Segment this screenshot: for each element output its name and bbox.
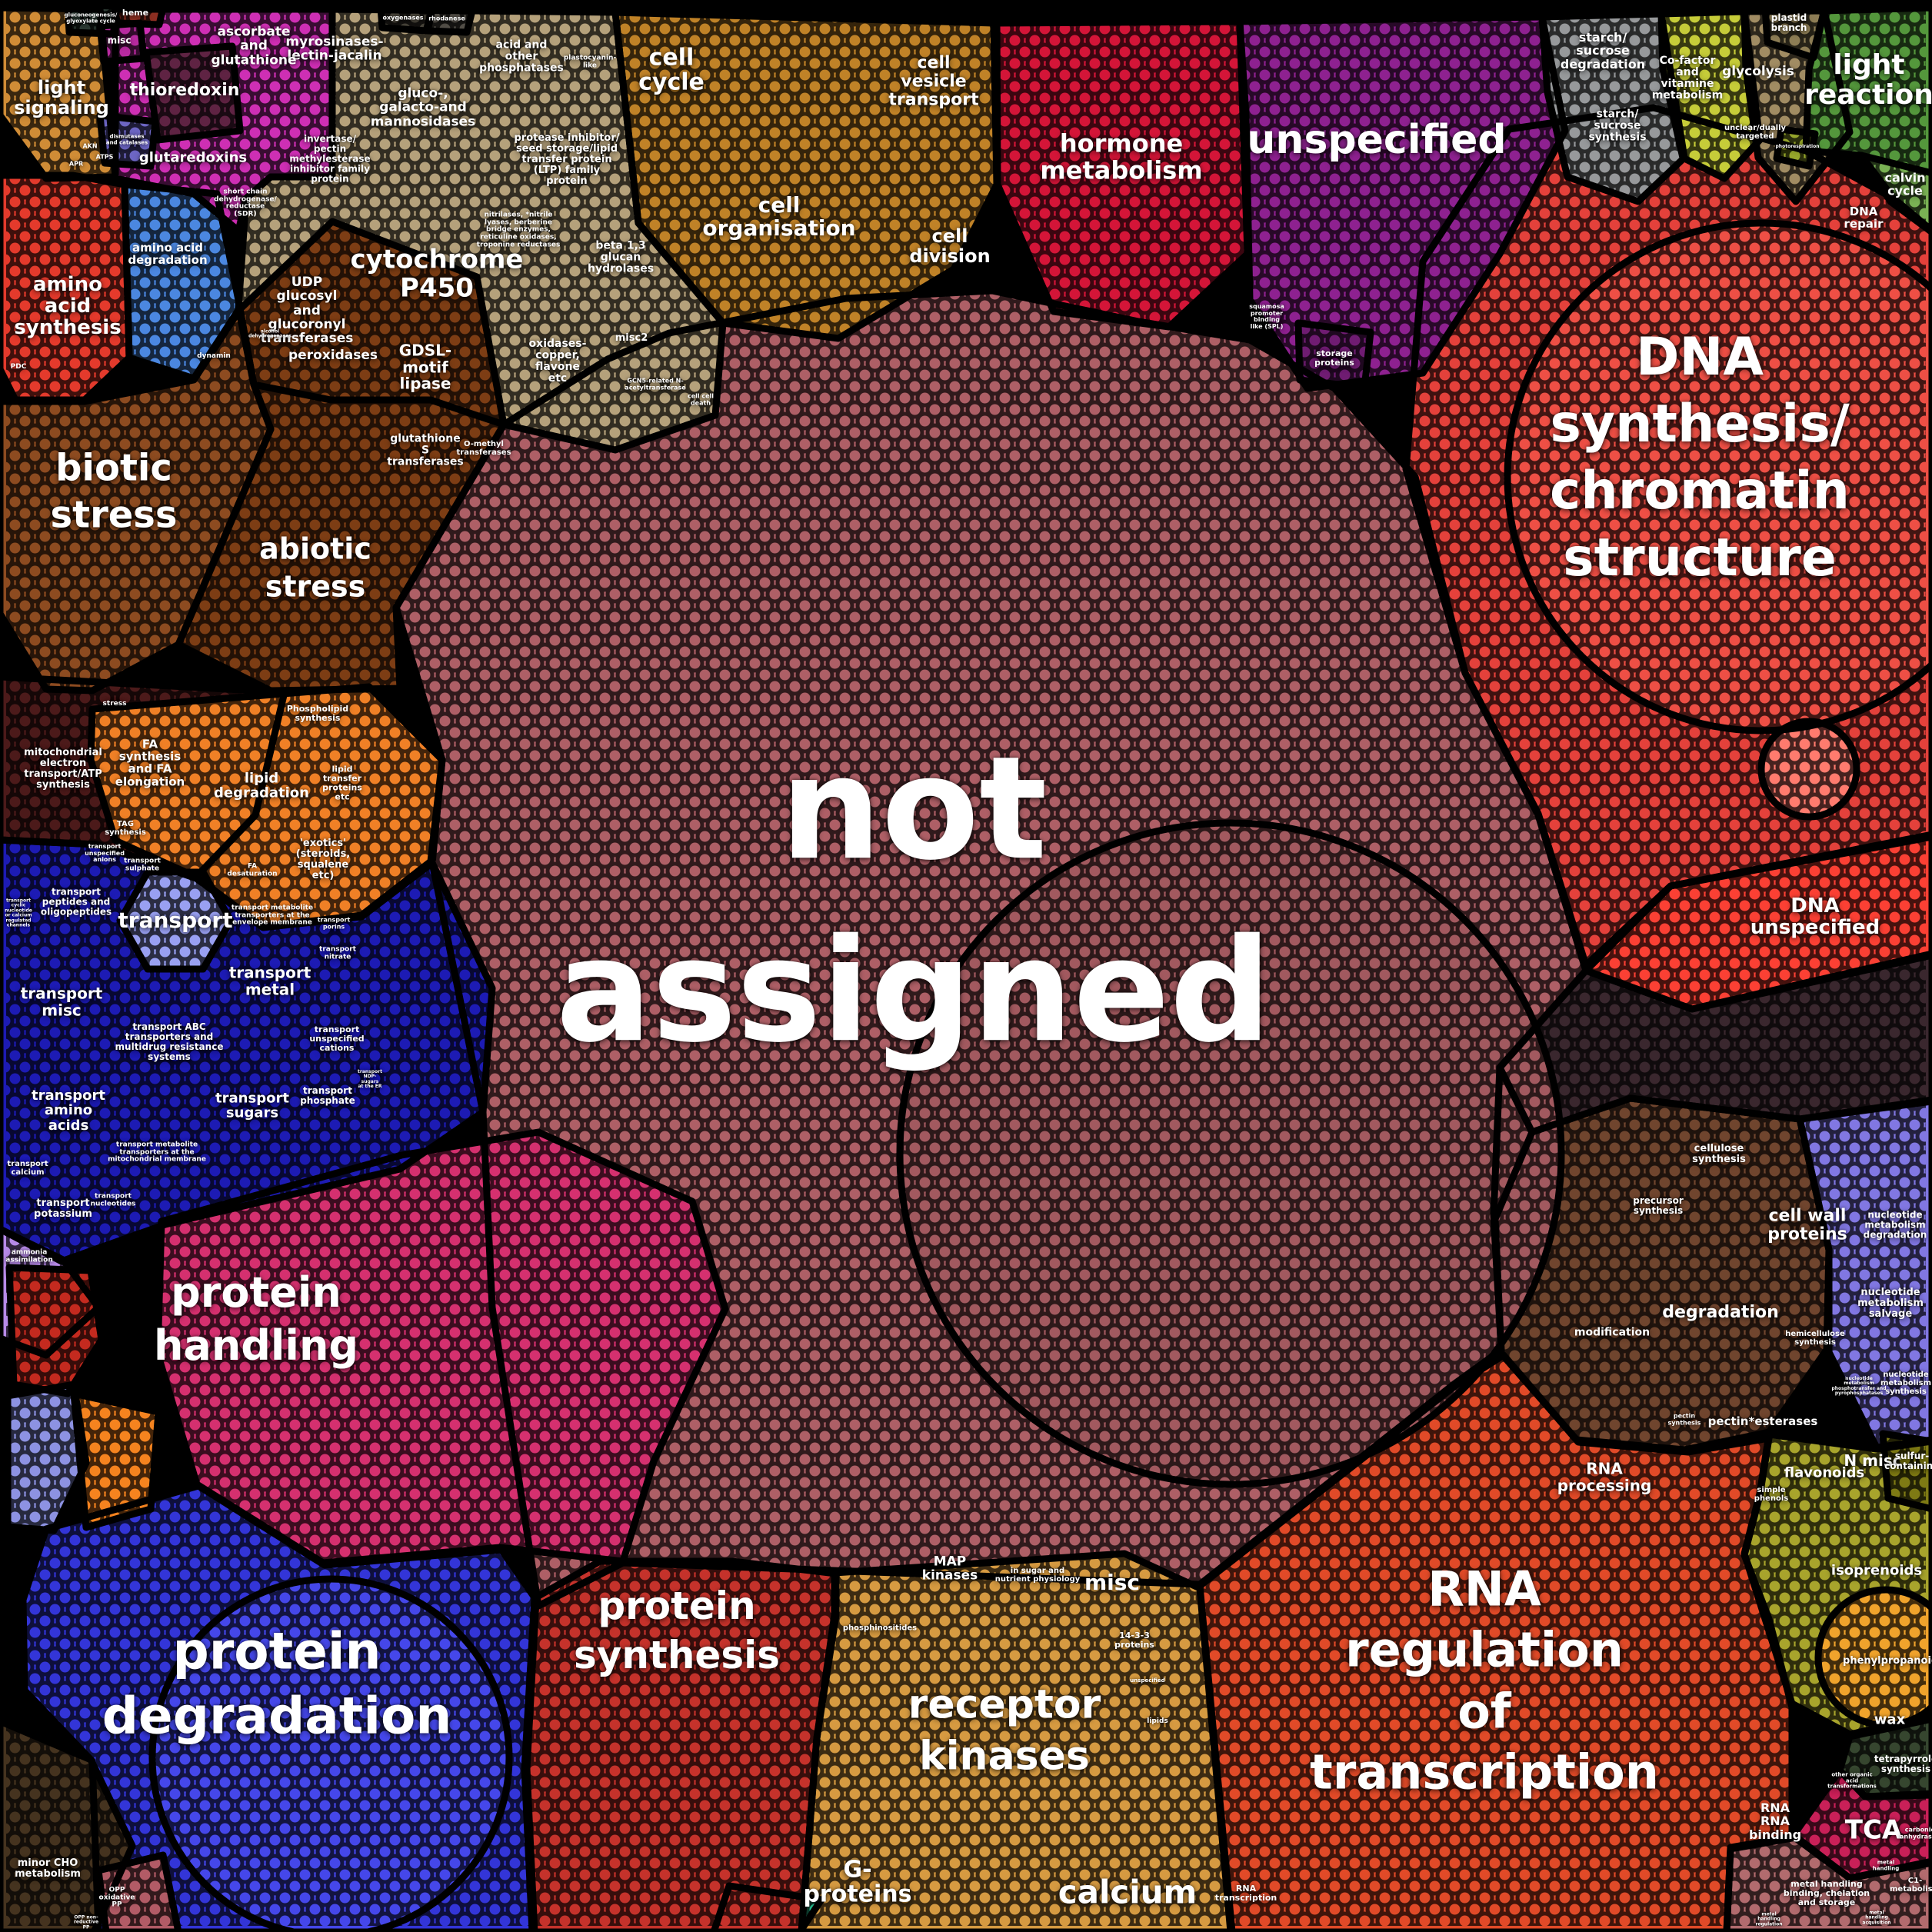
subregion-outline-not-assigned-subregion (896, 819, 1565, 1488)
region-outline-photorespiration (1773, 125, 1819, 170)
mosaic-texture-overlay (6, 6, 1926, 1926)
region-outline-protein-handling (154, 1128, 729, 1567)
subregion-outline-protein-degradation-blob (148, 1575, 513, 1932)
region-outline-rna-regulation (1196, 1351, 1796, 1932)
region-outline-calvin-cycle (1857, 152, 1932, 236)
region-outline-redox-magenta (112, 5, 336, 235)
region-outline-unspecified (1236, 13, 1569, 392)
region-outline-red-patch (5, 1264, 105, 1397)
region-outline-transport-core (116, 868, 235, 973)
region-outline-teal-patch (710, 1882, 825, 1932)
subregion-outline-dna-small (1757, 718, 1860, 821)
region-outline-gluconeogenesis (64, 1, 119, 38)
subregion-outline-phenylpropanoids-blob (1814, 1586, 1932, 1729)
region-outline-abiotic-stress (175, 218, 508, 695)
region-outline-light-signaling (0, 4, 119, 182)
region-outline-amino-acid-degradation (121, 181, 244, 382)
region-outline-dismutases (96, 112, 159, 170)
region-outline-lipid-metabolism (87, 683, 446, 931)
region-outline-minor-cho (0, 1717, 136, 1932)
subregion-outline-dna-inner (1504, 219, 1932, 734)
region-outline-periwinkle-patch (4, 1381, 90, 1534)
region-outline-orange-patch (70, 1390, 162, 1531)
region-outline-rhodanese (424, 5, 476, 36)
region-outline-heme (112, 2, 167, 28)
region-outline-sulfur-containing (1879, 1430, 1932, 1513)
region-outline-misc-small-magenta (96, 19, 148, 65)
region-outline-storage-proteins (1294, 319, 1374, 391)
region-outline-opp (95, 1851, 182, 1932)
region-outline-thioredoxin (142, 42, 244, 144)
